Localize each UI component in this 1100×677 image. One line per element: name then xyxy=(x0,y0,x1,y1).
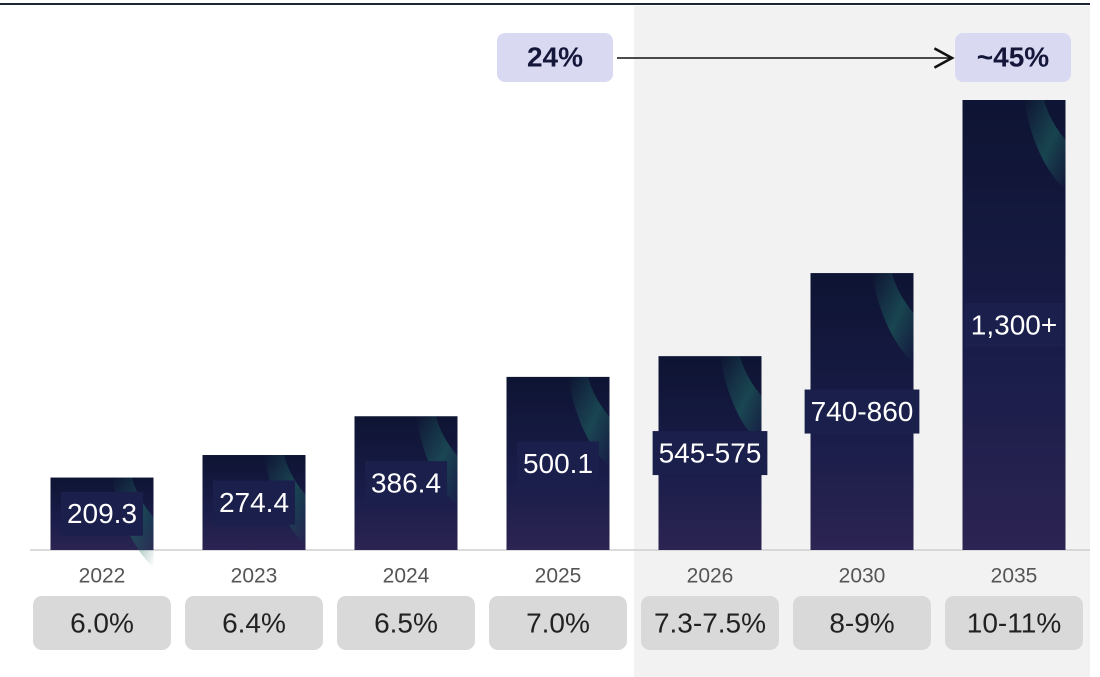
value-label-box xyxy=(212,480,296,525)
value-label: 740-860 xyxy=(811,396,914,427)
bar-sheen xyxy=(720,356,762,447)
value-label-box xyxy=(364,461,448,506)
bar-sheen xyxy=(568,376,610,467)
annotation-box xyxy=(955,33,1071,82)
x-tick-label: 2022 xyxy=(79,565,126,588)
value-label-box xyxy=(516,441,600,486)
x-tick-label: 2035 xyxy=(991,565,1038,588)
rate-pill xyxy=(185,596,323,650)
x-tick-label: 2024 xyxy=(383,565,430,588)
x-tick-label: 2025 xyxy=(535,565,582,588)
value-label: 1,300+ xyxy=(971,309,1057,340)
value-label: 274.4 xyxy=(219,487,289,518)
annotation-box xyxy=(497,33,613,82)
value-label-box xyxy=(652,431,768,476)
value-label: 545-575 xyxy=(659,437,762,468)
rate-pill xyxy=(337,596,475,650)
value-label-box xyxy=(964,303,1064,347)
rate-label: 6.4% xyxy=(222,607,286,638)
rate-pill xyxy=(945,596,1083,650)
rate-pill xyxy=(793,596,931,650)
rate-label: 8-9% xyxy=(829,607,894,638)
value-label: 500.1 xyxy=(523,448,593,479)
rate-pill xyxy=(33,596,171,650)
rate-label: 7.3-7.5% xyxy=(654,607,766,638)
x-tick-label: 2030 xyxy=(839,565,886,588)
rate-label: 10-11% xyxy=(967,607,1061,638)
bar-sheen xyxy=(872,273,914,364)
annotation: 24% xyxy=(527,41,583,72)
value-label-box xyxy=(804,389,920,434)
bar-sheen xyxy=(1024,100,1066,190)
value-label: 386.4 xyxy=(371,468,441,499)
rate-pill xyxy=(641,596,779,650)
rate-label: 7.0% xyxy=(526,607,590,638)
x-tick-label: 2023 xyxy=(231,565,278,588)
annotation: ~45% xyxy=(977,41,1049,72)
rate-label: 6.0% xyxy=(70,607,134,638)
rate-label: 6.5% xyxy=(374,607,438,638)
value-label-box xyxy=(60,491,144,536)
value-label: 209.3 xyxy=(67,498,137,529)
x-tick-label: 2026 xyxy=(687,565,734,588)
rate-pill xyxy=(489,596,627,650)
